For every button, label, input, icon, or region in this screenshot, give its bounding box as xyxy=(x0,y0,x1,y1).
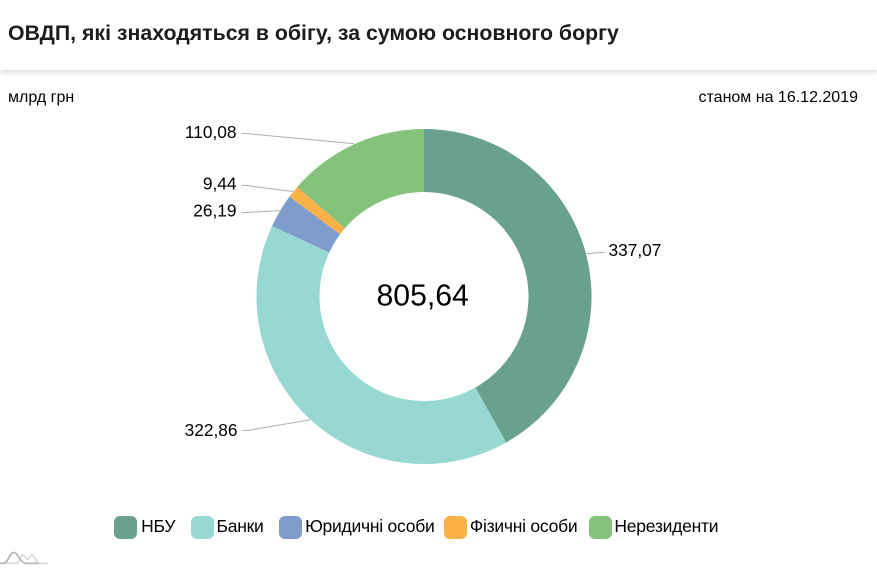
svg-text:26,19: 26,19 xyxy=(193,201,236,221)
svg-text:805,64: 805,64 xyxy=(377,280,469,313)
svg-text:9,44: 9,44 xyxy=(203,174,237,194)
svg-text:337,07: 337,07 xyxy=(609,240,662,260)
svg-text:322,86: 322,86 xyxy=(185,420,238,440)
svg-text:110,08: 110,08 xyxy=(185,122,237,142)
